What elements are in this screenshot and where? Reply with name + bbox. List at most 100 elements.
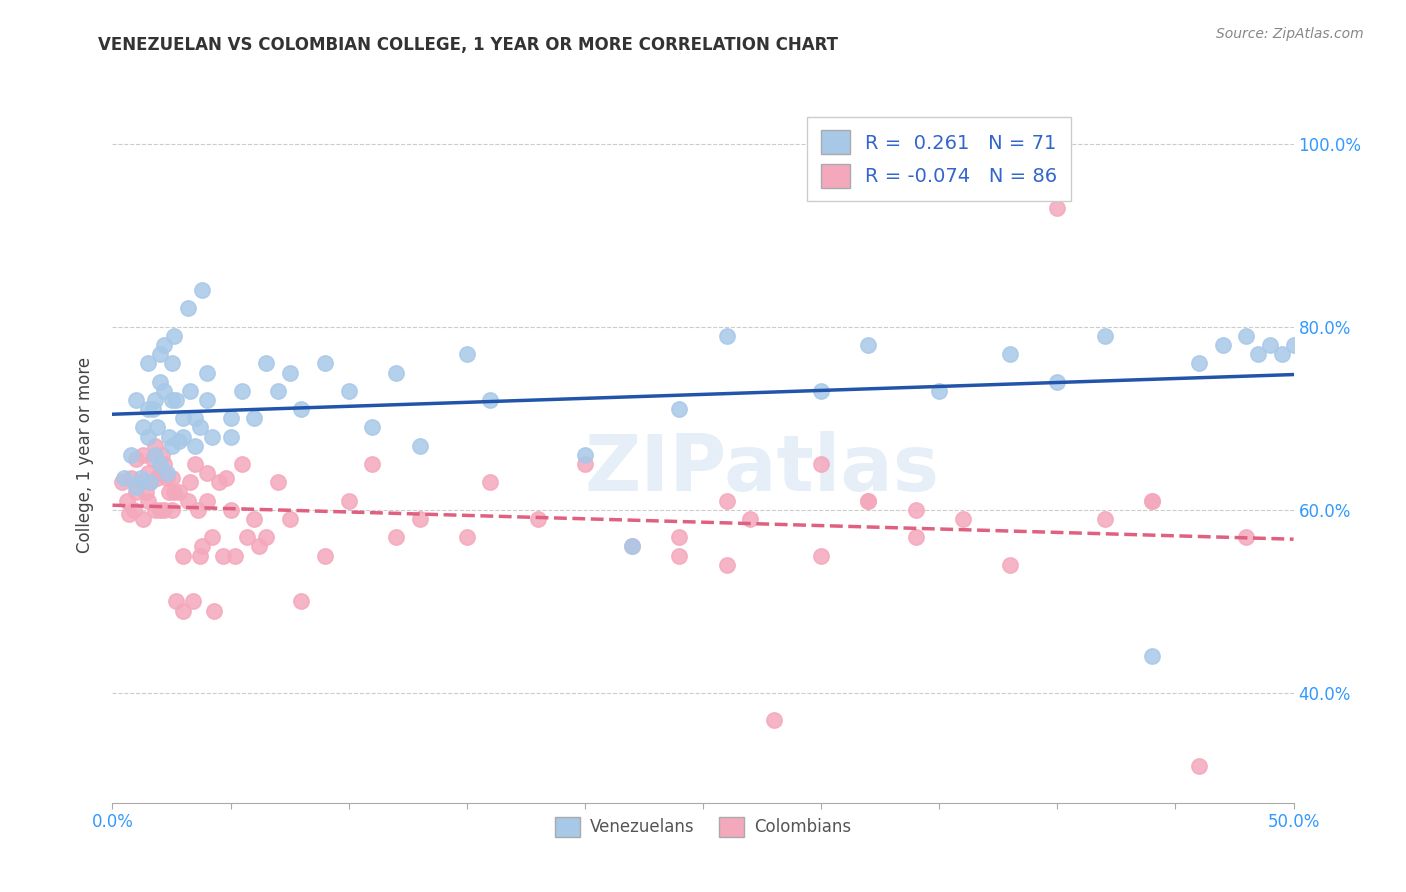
Point: [716, 329, 738, 343]
Point: [212, 549, 235, 563]
Point: [143, 503, 166, 517]
Point: [668, 402, 690, 417]
Point: [163, 329, 186, 343]
Point: [195, 493, 218, 508]
Point: [201, 429, 224, 443]
Point: [247, 540, 270, 554]
Point: [231, 384, 253, 398]
Point: [219, 429, 242, 443]
Point: [125, 480, 148, 494]
Point: [928, 384, 950, 398]
Point: [1140, 493, 1163, 508]
Point: [361, 420, 384, 434]
Point: [153, 503, 176, 517]
Point: [184, 411, 207, 425]
Point: [136, 493, 159, 508]
Point: [290, 594, 312, 608]
Point: [267, 475, 290, 490]
Point: [479, 475, 502, 490]
Point: [188, 549, 211, 563]
Point: [165, 594, 187, 608]
Y-axis label: College, 1 year or more: College, 1 year or more: [76, 357, 94, 553]
Point: [160, 356, 183, 370]
Point: [160, 471, 183, 485]
Point: [952, 512, 974, 526]
Point: [160, 503, 183, 517]
Point: [142, 402, 165, 417]
Point: [1234, 329, 1257, 343]
Point: [267, 384, 290, 398]
Point: [762, 714, 785, 728]
Point: [201, 530, 224, 544]
Point: [202, 603, 225, 617]
Point: [479, 392, 502, 407]
Point: [219, 411, 242, 425]
Point: [998, 347, 1021, 361]
Point: [904, 530, 927, 544]
Point: [195, 366, 218, 380]
Point: [1094, 329, 1116, 343]
Point: [149, 375, 172, 389]
Point: [456, 347, 478, 361]
Point: [740, 512, 762, 526]
Point: [115, 493, 138, 508]
Point: [132, 512, 155, 526]
Point: [574, 457, 596, 471]
Point: [179, 475, 201, 490]
Legend: Venezuelans, Colombians: Venezuelans, Colombians: [548, 811, 858, 843]
Point: [716, 493, 738, 508]
Point: [195, 392, 218, 407]
Point: [254, 530, 277, 544]
Point: [136, 429, 159, 443]
Point: [574, 448, 596, 462]
Point: [215, 471, 238, 485]
Point: [153, 457, 176, 471]
Point: [184, 439, 207, 453]
Point: [125, 392, 148, 407]
Point: [179, 384, 201, 398]
Point: [810, 457, 832, 471]
Point: [1271, 347, 1294, 361]
Point: [621, 540, 644, 554]
Point: [132, 420, 155, 434]
Point: [1046, 201, 1069, 215]
Point: [165, 392, 187, 407]
Point: [361, 457, 384, 471]
Point: [1234, 530, 1257, 544]
Point: [1258, 338, 1281, 352]
Point: [186, 503, 208, 517]
Point: [156, 471, 179, 485]
Point: [146, 471, 169, 485]
Point: [136, 467, 159, 481]
Point: [135, 484, 157, 499]
Point: [177, 493, 200, 508]
Point: [153, 338, 176, 352]
Point: [278, 366, 301, 380]
Point: [236, 530, 259, 544]
Point: [153, 384, 176, 398]
Point: [177, 301, 200, 316]
Point: [120, 471, 142, 485]
Point: [208, 475, 231, 490]
Point: [188, 420, 211, 434]
Point: [290, 402, 312, 417]
Text: VENEZUELAN VS COLOMBIAN COLLEGE, 1 YEAR OR MORE CORRELATION CHART: VENEZUELAN VS COLOMBIAN COLLEGE, 1 YEAR …: [98, 36, 838, 54]
Point: [160, 392, 183, 407]
Point: [136, 356, 159, 370]
Point: [668, 530, 690, 544]
Point: [810, 549, 832, 563]
Point: [125, 452, 148, 467]
Point: [456, 530, 478, 544]
Point: [195, 467, 218, 481]
Point: [337, 493, 360, 508]
Point: [139, 475, 162, 490]
Point: [142, 452, 165, 467]
Point: [111, 475, 134, 490]
Point: [858, 338, 880, 352]
Point: [172, 411, 194, 425]
Point: [149, 457, 172, 471]
Point: [150, 448, 173, 462]
Point: [129, 471, 152, 485]
Point: [385, 366, 408, 380]
Point: [1140, 649, 1163, 664]
